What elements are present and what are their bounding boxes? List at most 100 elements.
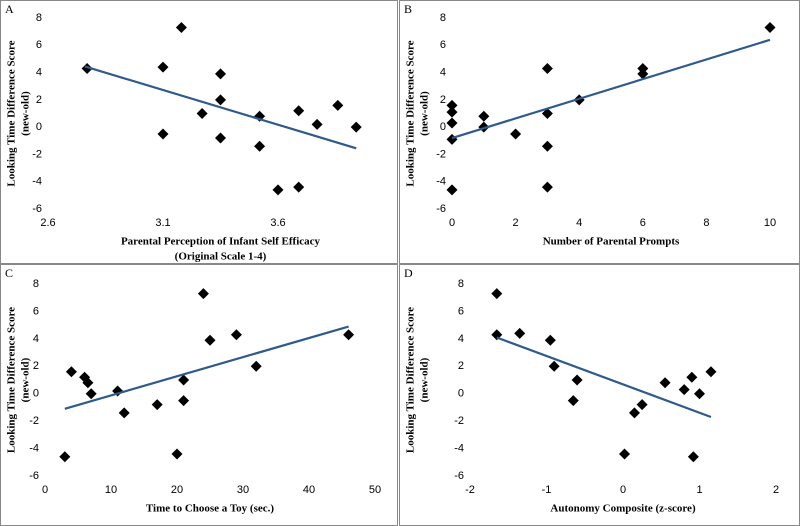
y-tick-label: 4 <box>36 66 42 78</box>
data-point <box>171 448 183 460</box>
data-point <box>350 121 362 133</box>
data-point <box>571 374 583 386</box>
trend-line <box>84 65 357 150</box>
y-tick-label: -6 <box>454 470 464 482</box>
x-tick-label: -1 <box>542 484 552 496</box>
data-point <box>311 118 323 130</box>
panel-border <box>399 0 800 264</box>
y-tick-label: 0 <box>458 388 464 400</box>
data-point <box>659 377 671 389</box>
panel-border <box>0 264 398 526</box>
x-axis-title: Parental Perception of Infant Self Effic… <box>121 236 321 248</box>
y-tick-label: 2 <box>36 94 42 106</box>
y-axis-title: (new-old) <box>20 91 32 136</box>
y-tick-label: 0 <box>440 121 446 133</box>
panel-label: A <box>5 2 14 16</box>
data-point <box>446 184 458 196</box>
data-point <box>204 334 216 346</box>
y-tick-label: -4 <box>436 176 446 188</box>
y-tick-label: -4 <box>29 442 39 454</box>
y-tick-label: 8 <box>33 278 39 290</box>
data-point <box>491 288 503 300</box>
y-tick-label: 6 <box>36 39 42 51</box>
x-tick-label: 2.6 <box>40 217 55 229</box>
data-point <box>541 108 553 119</box>
data-point <box>446 106 458 118</box>
panel: B -6 -4 -2 0 2 4 6 8 0 2 4 6 8 10 Number of Parental Pr… <box>399 0 800 264</box>
y-tick-label: -2 <box>32 148 42 160</box>
data-point <box>541 181 553 193</box>
y-tick-label: -4 <box>454 442 464 454</box>
data-point <box>541 62 553 74</box>
panel-label: C <box>5 266 13 280</box>
data-point <box>637 68 649 80</box>
data-point <box>293 105 305 117</box>
trend-line <box>451 38 771 140</box>
y-tick-label: 2 <box>440 94 446 106</box>
data-point <box>254 140 266 152</box>
y-tick-label: -2 <box>29 415 39 427</box>
x-tick-label: 0 <box>449 217 455 229</box>
data-point <box>196 108 208 119</box>
data-point <box>215 94 226 106</box>
y-tick-label: 0 <box>33 388 39 400</box>
y-tick-label: 4 <box>458 333 464 345</box>
y-tick-label: 8 <box>36 12 42 24</box>
data-point <box>112 385 124 397</box>
x-tick-label: 6 <box>640 217 646 229</box>
x-tick-label: 3.1 <box>155 217 170 229</box>
y-tick-label: 4 <box>33 333 39 345</box>
data-point <box>230 329 242 341</box>
data-point <box>764 22 776 34</box>
y-tick-label: -2 <box>436 148 446 160</box>
x-axis-title: Autonomy Composite (z-score) <box>550 503 696 515</box>
data-point <box>567 395 579 407</box>
x-tick-label: 1 <box>696 484 702 496</box>
y-tick-label: 6 <box>458 305 464 317</box>
data-point <box>65 366 77 378</box>
y-tick-label: 8 <box>458 278 464 290</box>
data-point <box>332 99 344 111</box>
data-point <box>628 407 640 419</box>
data-point <box>118 407 130 419</box>
data-point <box>705 366 717 378</box>
data-point <box>343 329 355 341</box>
data-point <box>82 377 94 389</box>
data-point <box>541 140 553 152</box>
panel: C -6 -4 -2 0 2 4 6 8 0 10 20 30 40 50 Time to Choose a … <box>0 264 398 526</box>
y-tick-label: -6 <box>436 203 446 215</box>
panel: D -6 -4 -2 0 2 4 6 8 -2 -1 0 1 2 Autonomy Composite (z… <box>399 264 800 526</box>
y-axis-title: (new-old) <box>419 357 431 402</box>
x-axis-title: (Original Scale 1-4) <box>175 251 267 263</box>
x-tick-label: 10 <box>764 217 776 229</box>
panel: A -6 -4 -2 0 2 4 6 8 2.6 3.1 3.6 Parental Perception… <box>0 0 398 264</box>
x-tick-label: 0 <box>620 484 626 496</box>
y-axis-title: Looking Time Difference Score <box>6 40 18 186</box>
x-tick-label: 20 <box>171 484 183 496</box>
data-point <box>694 388 705 400</box>
data-point <box>636 399 648 411</box>
x-tick-label: 2 <box>773 484 779 496</box>
y-axis-title: (new-old) <box>419 91 431 136</box>
y-tick-label: 8 <box>440 12 446 24</box>
x-tick-label: -2 <box>465 484 475 496</box>
data-point <box>85 388 97 400</box>
x-tick-label: 8 <box>703 217 709 229</box>
x-tick-label: 30 <box>237 484 249 496</box>
data-point <box>178 374 190 386</box>
data-point <box>544 334 556 346</box>
panel-border <box>0 0 398 264</box>
data-point <box>272 184 284 196</box>
panel-label: D <box>404 266 413 280</box>
data-point <box>687 451 699 463</box>
y-tick-label: -6 <box>32 203 42 215</box>
y-tick-label: 0 <box>36 121 42 133</box>
y-tick-label: -4 <box>32 176 42 188</box>
data-point <box>157 61 169 73</box>
x-tick-label: 4 <box>576 217 582 229</box>
data-point <box>151 399 163 411</box>
y-axis-title: (new-old) <box>20 357 32 402</box>
data-point <box>446 133 458 145</box>
data-point <box>59 451 71 463</box>
